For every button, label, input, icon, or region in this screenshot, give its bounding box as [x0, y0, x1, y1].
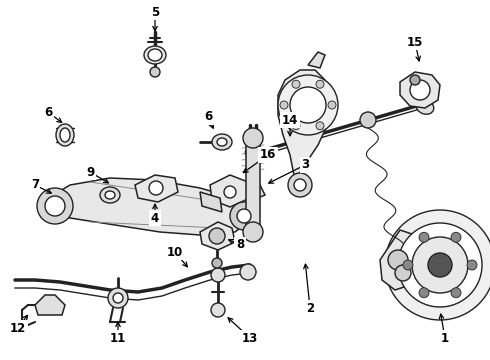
Circle shape [211, 303, 225, 317]
Polygon shape [35, 295, 65, 315]
Ellipse shape [60, 128, 70, 142]
Text: 11: 11 [110, 332, 126, 345]
Circle shape [395, 265, 411, 281]
Polygon shape [246, 142, 260, 228]
Circle shape [316, 122, 324, 130]
Circle shape [108, 288, 128, 308]
Ellipse shape [56, 124, 74, 146]
Circle shape [451, 288, 461, 298]
Polygon shape [400, 72, 440, 108]
Circle shape [209, 228, 225, 244]
Circle shape [288, 173, 312, 197]
Text: 9: 9 [86, 166, 94, 179]
Circle shape [328, 101, 336, 109]
Ellipse shape [217, 138, 227, 146]
Polygon shape [248, 185, 265, 200]
Text: 1: 1 [441, 332, 449, 345]
Polygon shape [278, 70, 330, 180]
Circle shape [451, 232, 461, 242]
Circle shape [243, 128, 263, 148]
Circle shape [150, 67, 160, 77]
Ellipse shape [144, 46, 166, 64]
Circle shape [240, 264, 256, 280]
Polygon shape [308, 52, 325, 68]
Circle shape [290, 87, 326, 123]
Circle shape [37, 188, 73, 224]
Circle shape [419, 288, 429, 298]
Ellipse shape [245, 148, 263, 161]
Polygon shape [45, 178, 248, 235]
Ellipse shape [100, 187, 120, 203]
Ellipse shape [148, 49, 162, 61]
Circle shape [211, 268, 225, 282]
Circle shape [385, 210, 490, 320]
Polygon shape [135, 175, 178, 202]
Circle shape [292, 80, 300, 88]
Polygon shape [200, 222, 235, 250]
Circle shape [419, 232, 429, 242]
Ellipse shape [416, 100, 434, 114]
Circle shape [412, 237, 468, 293]
Text: 15: 15 [407, 36, 423, 49]
Ellipse shape [105, 191, 115, 199]
Circle shape [212, 258, 222, 268]
Text: 13: 13 [242, 332, 258, 345]
Circle shape [410, 80, 430, 100]
Circle shape [243, 222, 263, 242]
Text: 5: 5 [151, 5, 159, 18]
Circle shape [237, 209, 251, 223]
Circle shape [230, 202, 258, 230]
Text: 3: 3 [301, 158, 309, 171]
Circle shape [149, 181, 163, 195]
Polygon shape [380, 230, 418, 290]
Circle shape [294, 179, 306, 191]
Circle shape [410, 75, 420, 85]
Text: 16: 16 [260, 148, 276, 162]
Circle shape [388, 250, 408, 270]
Ellipse shape [212, 134, 232, 150]
Circle shape [467, 260, 477, 270]
Circle shape [292, 122, 300, 130]
Text: 2: 2 [306, 302, 314, 315]
Circle shape [45, 196, 65, 216]
Text: 10: 10 [167, 246, 183, 258]
Text: 4: 4 [151, 211, 159, 225]
Circle shape [403, 260, 413, 270]
Text: 6: 6 [44, 105, 52, 118]
Circle shape [278, 75, 338, 135]
Circle shape [224, 186, 236, 198]
Circle shape [280, 101, 288, 109]
Text: 7: 7 [31, 179, 39, 192]
Circle shape [428, 253, 452, 277]
Polygon shape [200, 192, 222, 212]
Text: 8: 8 [236, 238, 244, 252]
Circle shape [113, 293, 123, 303]
Text: 14: 14 [282, 113, 298, 126]
Circle shape [360, 112, 376, 128]
Circle shape [316, 80, 324, 88]
Text: 6: 6 [204, 111, 212, 123]
Polygon shape [210, 175, 250, 207]
Text: 12: 12 [10, 321, 26, 334]
Circle shape [398, 223, 482, 307]
